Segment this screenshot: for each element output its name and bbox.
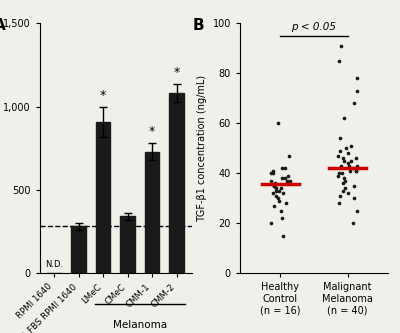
Text: Melanoma: Melanoma [113, 320, 167, 330]
Point [340, 188, 346, 193]
Point [351, 101, 357, 106]
Text: A: A [0, 18, 6, 33]
Point [271, 183, 277, 188]
Point [350, 220, 356, 226]
Point [276, 188, 282, 193]
Point [284, 173, 291, 178]
Point [279, 175, 286, 181]
Point [336, 170, 342, 176]
Point [273, 185, 280, 191]
Point [354, 208, 361, 213]
Text: B: B [193, 18, 204, 33]
Point [350, 195, 357, 201]
Point [345, 163, 352, 168]
Point [338, 163, 344, 168]
Point [354, 88, 360, 94]
Text: *: * [149, 125, 155, 138]
Point [340, 180, 346, 186]
Bar [120, 216, 135, 273]
Point [354, 163, 360, 168]
Point [340, 116, 347, 121]
Point [348, 158, 354, 164]
Point [345, 190, 352, 196]
Point [342, 185, 348, 191]
Point [271, 180, 278, 186]
Point [354, 76, 360, 81]
Text: *: * [100, 89, 106, 102]
Point [336, 200, 342, 206]
Point [270, 190, 276, 196]
Point [273, 193, 279, 198]
Point [352, 168, 359, 173]
Bar [96, 122, 110, 273]
Point [348, 143, 354, 149]
Point [287, 178, 293, 183]
Point [270, 170, 277, 176]
Point [273, 188, 279, 193]
Text: N.D.: N.D. [45, 260, 63, 269]
Point [336, 58, 342, 64]
Point [279, 233, 286, 238]
Point [286, 153, 293, 159]
Point [342, 178, 348, 183]
Y-axis label: TGF-β1 concentration (ng/mL): TGF-β1 concentration (ng/mL) [197, 75, 207, 222]
Point [268, 220, 274, 226]
Point [271, 203, 278, 208]
Point [278, 208, 284, 213]
Point [268, 178, 274, 183]
Point [340, 156, 346, 161]
Point [280, 190, 286, 196]
Bar [145, 152, 160, 273]
Point [345, 161, 351, 166]
Point [353, 168, 359, 173]
Point [278, 185, 284, 191]
Point [281, 175, 288, 181]
Point [279, 166, 286, 171]
Point [271, 183, 277, 188]
Point [270, 168, 277, 173]
Point [346, 168, 353, 173]
Point [274, 195, 281, 201]
Point [337, 148, 343, 153]
Point [344, 151, 351, 156]
Point [338, 170, 345, 176]
Bar [71, 226, 86, 273]
Point [284, 178, 290, 183]
Point [282, 166, 288, 171]
Point [341, 158, 347, 164]
Point [338, 43, 344, 49]
Point [283, 200, 289, 206]
Point [279, 215, 286, 221]
Point [276, 198, 283, 203]
Text: p < 0.05: p < 0.05 [292, 22, 336, 32]
Text: *: * [174, 66, 180, 79]
Bar [169, 93, 184, 273]
Point [351, 183, 358, 188]
Point [335, 153, 342, 159]
Point [341, 175, 347, 181]
Point [268, 170, 275, 176]
Point [353, 156, 359, 161]
Point [353, 166, 360, 171]
Point [337, 193, 344, 198]
Point [335, 173, 342, 178]
Point [350, 166, 356, 171]
Point [343, 146, 350, 151]
Point [336, 136, 343, 141]
Point [275, 121, 281, 126]
